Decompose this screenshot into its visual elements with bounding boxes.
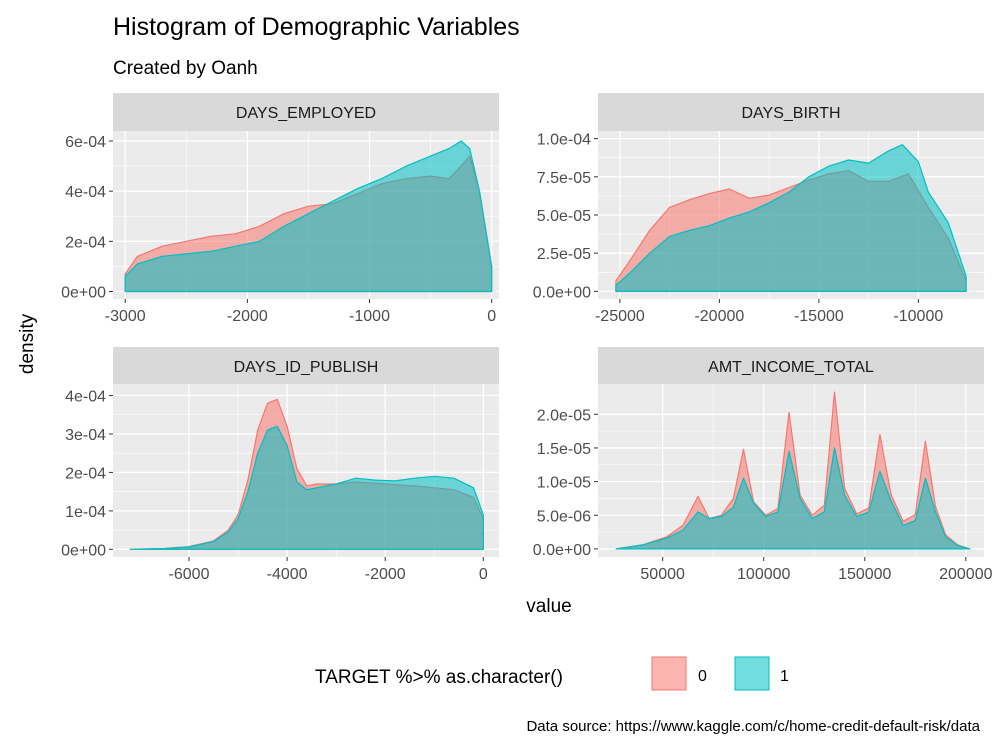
legend-label-0: 0 xyxy=(698,668,707,685)
x-tick-label: 0 xyxy=(487,308,496,325)
y-tick-label: 2.0e-05 xyxy=(537,407,591,424)
legend-key-1 xyxy=(734,656,770,691)
legend: TARGET %>% as.character() 0 1 xyxy=(315,656,789,691)
legend-title: TARGET %>% as.character() xyxy=(315,667,563,688)
x-axis-title: value xyxy=(526,596,571,617)
y-tick-label: 5.0e-06 xyxy=(537,508,591,525)
facet-strip-label: DAYS_BIRTH xyxy=(742,105,841,122)
chart-subtitle: Created by Oanh xyxy=(113,58,258,79)
facet-strip xyxy=(113,93,499,131)
y-tick-label: 2e-04 xyxy=(65,465,106,482)
facet-days-employed: DAYS_EMPLOYED -3000 -2000 -1000 0 0e+00 2e-04 4… xyxy=(61,93,499,325)
x-tick-label: -2000 xyxy=(365,566,406,583)
x-tick-label: -10000 xyxy=(893,308,943,325)
density-area-target-1 xyxy=(124,140,493,293)
facet-days-id-publish: DAYS_ID_PUBLISH -6000 -4000 -2000 0 0e+00 1e-0… xyxy=(61,347,499,583)
density-area-target-1 xyxy=(615,144,967,292)
x-tick-label: 0 xyxy=(479,566,488,583)
facet-strip-label: DAYS_ID_PUBLISH xyxy=(234,359,379,376)
x-tick-label: -1000 xyxy=(349,308,390,325)
y-tick-label: 4e-04 xyxy=(65,389,106,406)
x-tick-label: -6000 xyxy=(169,566,210,583)
x-tick-label: -20000 xyxy=(694,308,744,325)
y-tick-label: 1e-04 xyxy=(65,504,106,521)
y-tick-label: 5.0e-05 xyxy=(537,208,591,225)
chart-title: Histogram of Demographic Variables xyxy=(113,13,520,41)
density-area-target-1 xyxy=(129,425,484,550)
x-tick-label: -25000 xyxy=(595,308,645,325)
y-tick-label: 4e-04 xyxy=(65,184,106,201)
caption: Data source: https://www.kaggle.com/c/ho… xyxy=(526,718,980,735)
x-tick-label: 50000 xyxy=(640,566,685,583)
y-tick-label: 1.0e-04 xyxy=(537,132,591,149)
x-tick-label: -15000 xyxy=(794,308,844,325)
legend-key-0 xyxy=(651,656,687,691)
y-tick-label: 6e-04 xyxy=(65,134,106,151)
x-tick-label: 150000 xyxy=(838,566,891,583)
y-tick-label: 2.5e-05 xyxy=(537,246,591,263)
facet-strip xyxy=(598,347,984,384)
x-tick-label: 200000 xyxy=(939,566,992,583)
y-tick-label: 3e-04 xyxy=(65,427,106,444)
x-tick-label: -4000 xyxy=(267,566,308,583)
y-tick-label: 0e+00 xyxy=(61,284,106,301)
x-tick-label: -2000 xyxy=(227,308,268,325)
facet-strip xyxy=(113,347,499,384)
y-tick-label: 0.0e+00 xyxy=(533,284,591,301)
y-tick-label: 2e-04 xyxy=(65,234,106,251)
y-axis-title: density xyxy=(17,313,38,374)
y-tick-label: 7.5e-05 xyxy=(537,170,591,187)
density-area-target-1 xyxy=(615,447,971,550)
y-tick-label: 1.5e-05 xyxy=(537,441,591,458)
facet-strip-label: AMT_INCOME_TOTAL xyxy=(708,359,874,376)
y-tick-label: 0e+00 xyxy=(61,542,106,559)
facet-grid: DAYS_EMPLOYED-3000 -2000 -1000 00e+002e-044… xyxy=(61,93,993,583)
facet-amt-income-total: AMT_INCOME_TOTAL 50000 100000 150000 200000 0… xyxy=(533,347,993,583)
x-tick-label: 100000 xyxy=(737,566,790,583)
facet-strip xyxy=(598,93,984,131)
y-tick-label: 0.0e+00 xyxy=(533,542,591,559)
x-tick-label: -3000 xyxy=(105,308,146,325)
facet-strip-label: DAYS_EMPLOYED xyxy=(236,105,376,122)
legend-label-1: 1 xyxy=(780,668,789,685)
facet-days-birth: DAYS_BIRTH -25000 -20000 -15000 -10000 0.0e+0… xyxy=(533,93,984,325)
y-tick-label: 1.0e-05 xyxy=(537,475,591,492)
